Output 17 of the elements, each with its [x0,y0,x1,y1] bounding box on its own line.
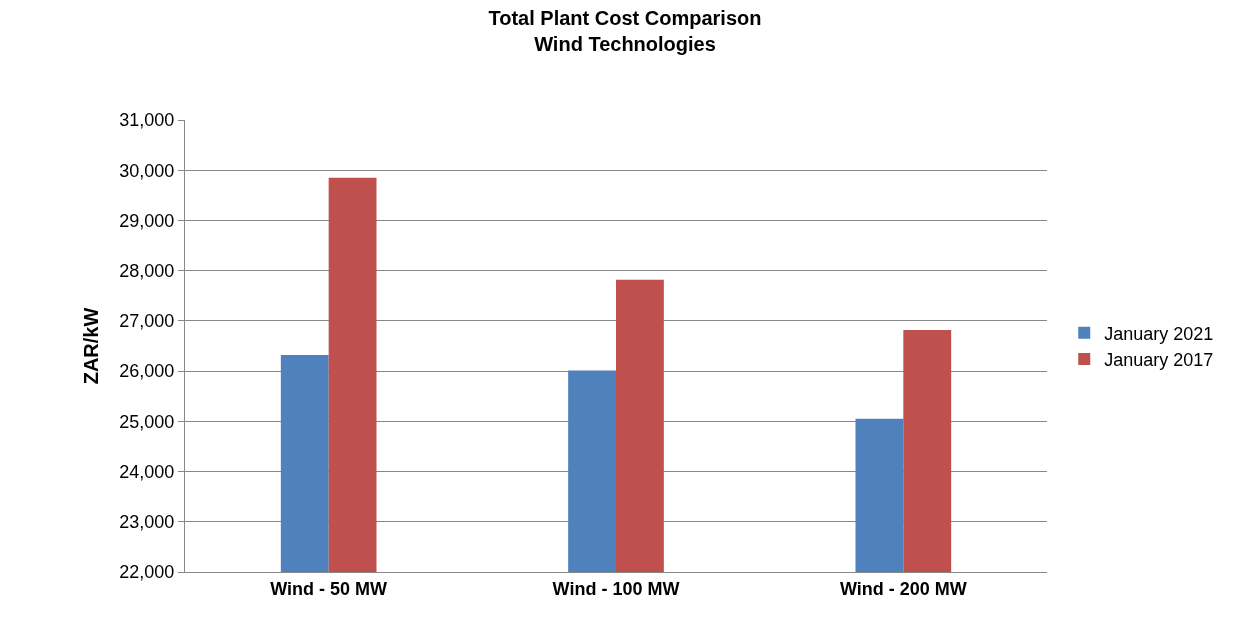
y-tick-label: 27,000 [119,311,175,332]
x-tick-label: Wind - 50 MW [270,578,388,599]
y-tick-label: 22,000 [119,562,175,583]
y-tick-label: 29,000 [119,210,175,231]
y-tick-label: 24,000 [119,461,175,482]
chart-title: Total Plant Cost Comparison Wind Technologies [488,7,762,56]
legend-label: January 2021 [1104,323,1214,344]
y-tick-label: 30,000 [119,160,175,181]
y-tick-label: 23,000 [119,512,175,533]
legend-label: January 2017 [1104,350,1214,371]
y-axis-title: ZAR/kW [79,307,102,385]
x-tick-label: Wind - 100 MW [552,578,680,599]
y-tick-label: 25,000 [119,411,175,432]
y-tick-label: 26,000 [119,361,175,382]
x-tick-label: Wind - 200 MW [839,578,967,599]
y-tick-label: 31,000 [119,110,175,131]
y-tick-label: 28,000 [119,260,175,281]
